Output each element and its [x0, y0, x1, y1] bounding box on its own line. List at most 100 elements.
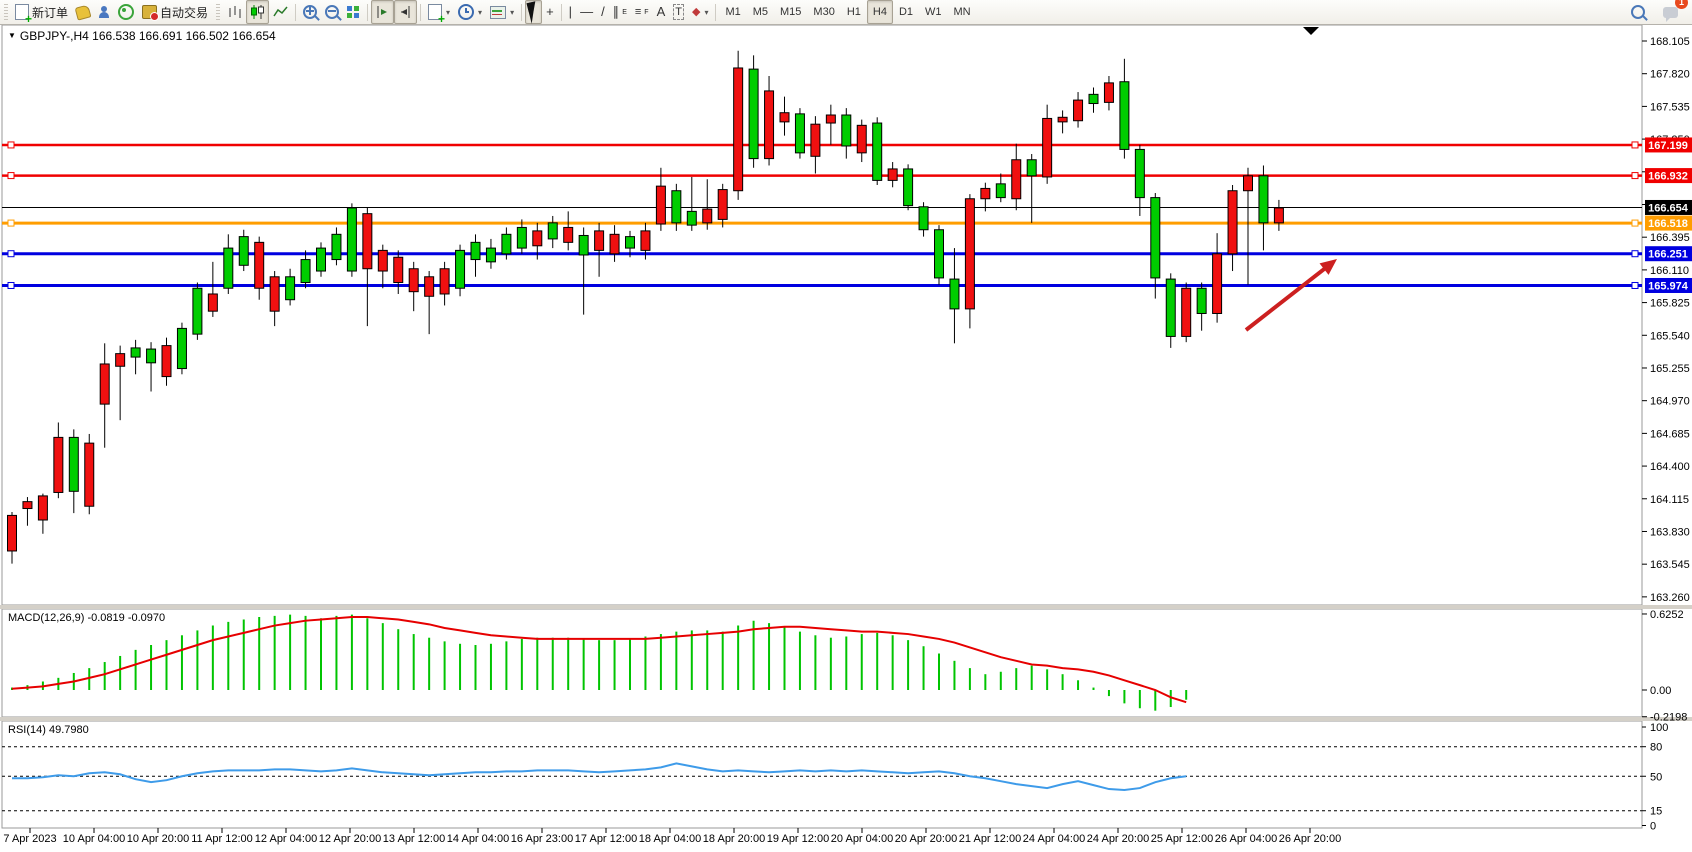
macd-panel[interactable]: [1, 608, 1643, 718]
candle: [192, 282, 203, 340]
chart-title: ▼ GBPJPY-,H4 166.538 166.691 166.502 166.…: [8, 29, 276, 43]
crosshair-tool-button[interactable]: +: [542, 0, 558, 24]
horizontal-line-tool-button[interactable]: —: [576, 0, 597, 24]
alerts-button[interactable]: [72, 0, 94, 24]
tab-timeframe-H4[interactable]: H4: [866, 0, 893, 24]
candle: [779, 96, 790, 136]
line-handle[interactable]: [7, 141, 15, 149]
price-chip-label: 165.974: [1648, 280, 1689, 292]
rsi-panel[interactable]: [1, 720, 1643, 829]
line-handle[interactable]: [1631, 250, 1639, 258]
signals-button[interactable]: [114, 0, 138, 24]
candlestick-chart-button[interactable]: [246, 0, 270, 24]
line-handle[interactable]: [1631, 219, 1639, 227]
candle: [1026, 154, 1037, 223]
arrows-tool-button[interactable]: ◆ ▾: [691, 6, 709, 18]
zoom-out-button[interactable]: [321, 0, 343, 24]
collapse-triangle-icon[interactable]: ▼: [8, 31, 16, 40]
cursor-tool-button[interactable]: [525, 0, 543, 24]
main-panel[interactable]: [1, 25, 1643, 606]
candle: [609, 225, 620, 262]
periods-button[interactable]: ▾: [454, 0, 486, 24]
tab-timeframe-M30[interactable]: M30: [813, 6, 835, 18]
candle: [254, 236, 265, 300]
autotrading-button[interactable]: 自动交易: [138, 0, 212, 24]
chart-shift-button[interactable]: [394, 0, 418, 24]
new-order-button[interactable]: 新订单: [11, 0, 72, 24]
candle: [408, 261, 419, 312]
notifications-button[interactable]: 1: [1659, 0, 1688, 24]
time-axis-label: 24 Apr 04:00: [1023, 833, 1085, 845]
tab-timeframe-M1[interactable]: M1: [725, 6, 741, 18]
panel-separator[interactable]: [0, 717, 1692, 721]
line-chart-button[interactable]: [269, 0, 292, 24]
time-axis-label: 21 Apr 12:00: [959, 833, 1021, 845]
time-axis-label: 14 Apr 04:00: [447, 833, 509, 845]
candle: [223, 234, 234, 294]
add-indicator-button[interactable]: ▾: [424, 0, 454, 24]
tab-timeframe-W1[interactable]: W1: [925, 6, 942, 18]
time-axis-label: 26 Apr 20:00: [1279, 833, 1341, 845]
candle: [238, 229, 249, 272]
rsi-axis-label: 100: [1650, 722, 1668, 734]
tab-timeframe-MN[interactable]: MN: [953, 6, 971, 18]
price-tick-label: 163.830: [1650, 526, 1690, 538]
annotation-arrow-head[interactable]: [1319, 259, 1337, 275]
bar-chart-icon: [229, 6, 241, 18]
bar-chart-button[interactable]: [223, 0, 246, 24]
price-tick-label: 163.260: [1650, 592, 1690, 604]
candle: [1088, 87, 1099, 113]
line-handle[interactable]: [7, 281, 15, 289]
auto-scroll-button[interactable]: [371, 0, 395, 24]
candle: [563, 211, 574, 251]
candle: [285, 268, 296, 306]
channel-tool-button[interactable]: ∥ E: [612, 4, 627, 19]
candle: [316, 242, 326, 277]
line-handle[interactable]: [1631, 281, 1639, 289]
candle: [37, 493, 48, 534]
time-axis-label: 13 Apr 12:00: [383, 833, 445, 845]
vertical-line-tool-button[interactable]: |: [565, 0, 576, 24]
price-tick-label: 164.685: [1650, 428, 1690, 440]
rsi-axis-label: 80: [1650, 742, 1662, 754]
candle: [810, 116, 821, 174]
community-button[interactable]: [94, 0, 114, 24]
search-button[interactable]: [1627, 0, 1649, 24]
candle: [702, 179, 713, 230]
arrows-icon: ◆: [691, 6, 701, 18]
line-chart-icon: [273, 6, 288, 17]
price-tick-label: 164.400: [1650, 461, 1690, 473]
line-handle[interactable]: [1631, 172, 1639, 180]
templates-button[interactable]: ▾: [486, 0, 518, 24]
price-chart-surface[interactable]: 168.105167.820167.535167.250166.965166.6…: [0, 25, 1692, 852]
annotation-arrow[interactable]: [1244, 263, 1331, 332]
candle: [825, 104, 836, 145]
line-handle[interactable]: [7, 219, 15, 227]
macd-signal-line: [11, 616, 1187, 704]
tab-timeframe-D1[interactable]: D1: [898, 6, 914, 18]
candle: [1212, 233, 1223, 323]
tab-timeframe-M5[interactable]: M5: [752, 6, 769, 18]
tab-timeframe-M15[interactable]: M15: [780, 6, 802, 18]
trendline-tool-button[interactable]: /: [597, 0, 609, 24]
fibonacci-tool-button[interactable]: ≡ F: [634, 6, 649, 18]
candle: [1227, 184, 1238, 272]
text-tool-button[interactable]: A: [653, 0, 670, 24]
rsi-label: RSI(14) 49.7980: [8, 724, 89, 736]
zoom-in-button[interactable]: [299, 0, 321, 24]
text-label-tool-button[interactable]: T: [669, 0, 688, 24]
tab-timeframe-H1[interactable]: H1: [846, 6, 861, 18]
time-axis-label: 25 Apr 12:00: [1151, 833, 1213, 845]
candle: [362, 207, 373, 327]
line-handle[interactable]: [1631, 141, 1639, 149]
zoom-in-icon: [303, 5, 318, 19]
channel-icon: ∥: [612, 4, 620, 19]
price-tick-label: 166.395: [1650, 232, 1690, 244]
panel-separator[interactable]: [0, 605, 1692, 609]
tile-windows-button[interactable]: [343, 0, 364, 24]
toolbar-grip[interactable]: [4, 4, 8, 20]
candle: [964, 194, 975, 329]
line-handle[interactable]: [7, 172, 15, 180]
line-handle[interactable]: [7, 250, 15, 258]
